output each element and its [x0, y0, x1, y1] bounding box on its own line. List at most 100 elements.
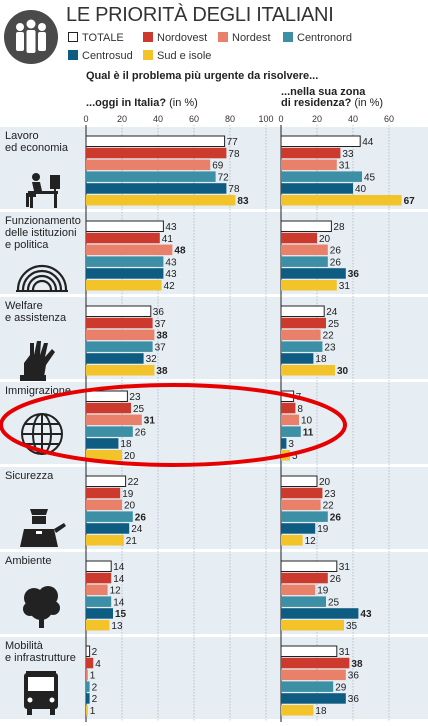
bar-nordovest [281, 317, 326, 329]
data-label: 23 [129, 392, 141, 403]
bar-nordest [86, 499, 122, 511]
data-label: 48 [174, 246, 186, 257]
bar-sud-e-isole [281, 620, 344, 631]
bar-sud-e-isole [281, 450, 290, 461]
bar-nordovest [86, 657, 94, 669]
bar-totale [280, 390, 295, 402]
bar-centronord [86, 256, 164, 267]
data-label: 25 [328, 597, 340, 608]
category-label-line: Sicurezza [5, 470, 54, 482]
bar-nordest [86, 159, 211, 171]
bus-icon [24, 671, 58, 715]
police-officer-icon [20, 509, 66, 547]
category-band [0, 212, 428, 294]
data-label: 37 [155, 319, 167, 330]
bar-totale [280, 220, 332, 232]
data-label: 5 [292, 451, 298, 462]
category-label: Lavoro ed economia [5, 130, 68, 154]
legend-label: Centrosud [82, 50, 133, 62]
bar-centrosud [86, 608, 113, 619]
data-label: 67 [404, 196, 416, 207]
bar-totale [280, 560, 338, 572]
bar-nordest [281, 499, 321, 511]
data-label: 20 [124, 451, 136, 462]
question-text: Qual è il problema più urgente da risolv… [86, 70, 319, 82]
bar-centronord [86, 171, 216, 182]
bar-centronord [281, 426, 301, 437]
data-label: 14 [113, 574, 125, 585]
data-label: 4 [95, 659, 101, 670]
data-label: 33 [342, 149, 354, 160]
data-label: 12 [305, 536, 317, 547]
data-label: 13 [111, 621, 123, 632]
data-label: 20 [124, 501, 136, 512]
data-label: 31 [339, 161, 351, 172]
data-label: 18 [315, 354, 327, 365]
bar-centronord [86, 681, 90, 692]
data-label: 31 [339, 647, 351, 658]
legend-swatch [68, 50, 78, 60]
data-label: 8 [297, 404, 303, 415]
tick-label: 60 [189, 114, 199, 124]
data-label: 11 [303, 427, 314, 438]
bar-centrosud [281, 183, 353, 194]
bar-sud-e-isole [281, 705, 314, 716]
left-panel-title-text: ...oggi in Italia? [86, 97, 167, 109]
data-label: 20 [319, 234, 331, 245]
bar-sud-e-isole [281, 535, 303, 546]
data-label: 36 [348, 269, 360, 280]
data-label: 26 [135, 427, 147, 438]
data-label: 25 [328, 319, 340, 330]
bar-nordovest [86, 572, 112, 584]
people-group-icon [4, 10, 58, 64]
bar-sud-e-isole [86, 450, 122, 461]
data-label: 29 [335, 682, 347, 693]
tick-label: 0 [278, 114, 283, 124]
bar-sud-e-isole [281, 365, 335, 376]
data-label: 24 [326, 307, 338, 318]
data-label: 26 [135, 512, 147, 523]
category-label: Ambiente [5, 555, 51, 567]
legend-item-totale: TOTALE [68, 31, 124, 45]
bar-nordovest [281, 487, 323, 499]
legend-swatch [283, 32, 293, 42]
data-label: 43 [360, 609, 372, 620]
category-label: Mobilità e infrastrutture [5, 640, 76, 664]
data-label: 31 [339, 281, 351, 292]
legend-label: Centronord [297, 32, 353, 44]
category-label: Sicurezza [5, 470, 53, 482]
bar-sud-e-isole [281, 195, 402, 206]
bar-nordovest [86, 487, 121, 499]
data-label: 36 [153, 307, 165, 318]
data-label: 22 [323, 331, 335, 342]
category-label-line: delle istituzioni [5, 227, 77, 239]
data-label: 69 [212, 161, 224, 172]
data-label: 36 [348, 694, 360, 705]
bar-nordest [281, 414, 299, 426]
data-label: 78 [228, 184, 240, 195]
data-label: 2 [92, 682, 98, 693]
data-label: 42 [164, 281, 176, 292]
data-label: 19 [317, 586, 329, 597]
category-label-line: Funzionamento [5, 215, 81, 227]
data-label: 1 [90, 671, 96, 682]
category-label-line: Lavoro [5, 130, 39, 142]
data-label: 23 [324, 342, 336, 353]
bar-totale [85, 645, 91, 657]
data-label: 7 [296, 392, 302, 403]
data-label: 78 [228, 149, 240, 160]
bar-centrosud [86, 438, 119, 449]
legend-label: TOTALE [82, 32, 124, 44]
bar-centronord [281, 171, 362, 182]
bar-nordest [86, 584, 108, 596]
bar-centronord [86, 596, 112, 607]
data-label: 2 [92, 694, 98, 705]
category-label-line: e politica [5, 239, 49, 251]
data-label: 26 [330, 512, 342, 523]
bar-centrosud [281, 693, 346, 704]
bar-nordovest [281, 147, 341, 159]
bar-centrosud [86, 268, 164, 279]
data-label: 14 [113, 562, 125, 573]
data-label: 22 [128, 477, 140, 488]
